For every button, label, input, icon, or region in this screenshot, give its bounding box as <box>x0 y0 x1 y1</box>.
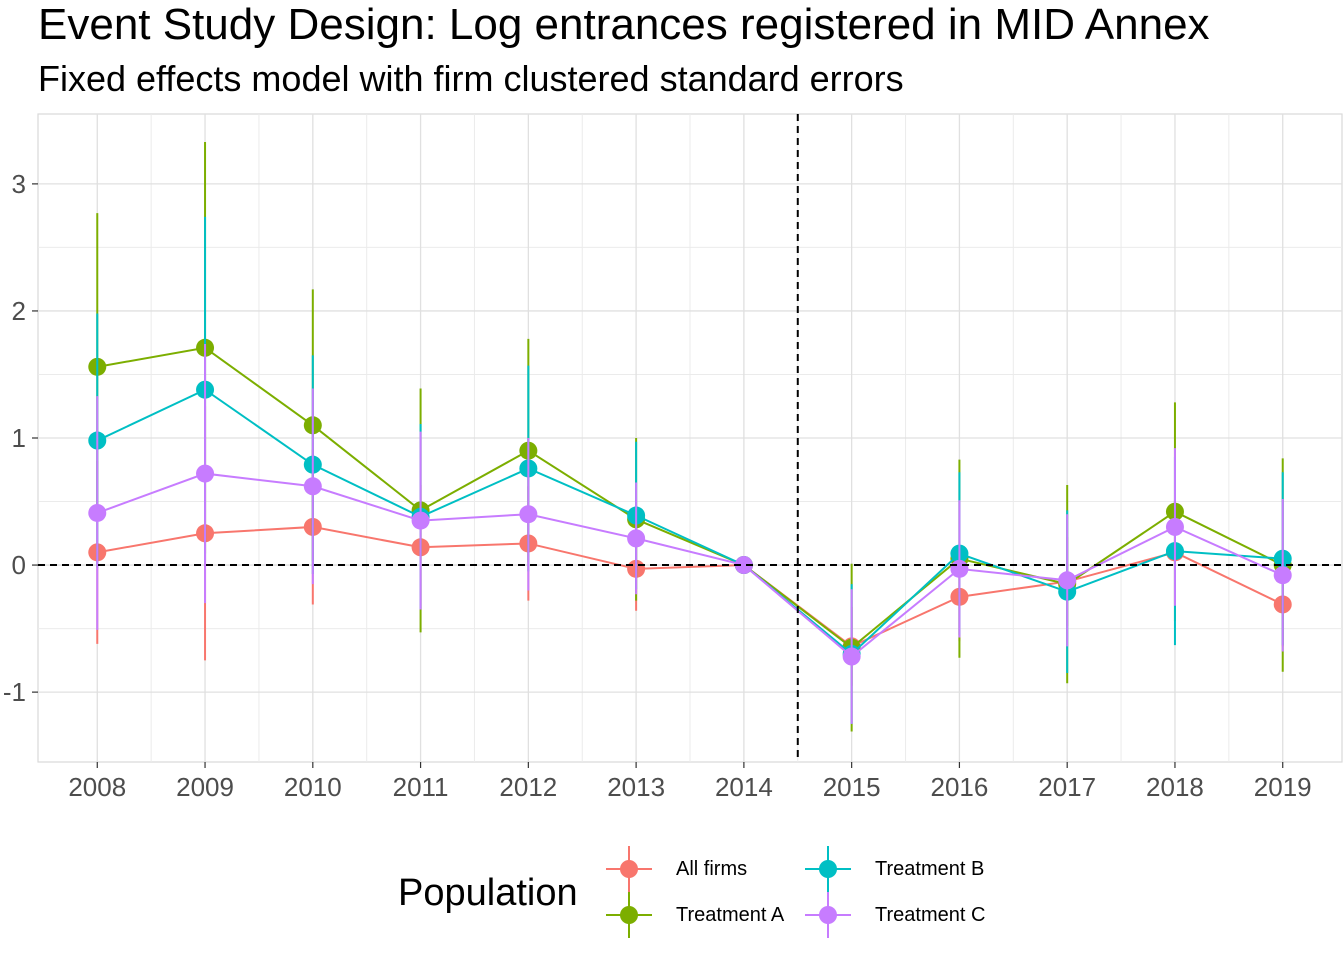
legend-title: Population <box>398 872 578 914</box>
legend-key-treatment-a <box>606 892 652 938</box>
legend-label-treatment-b: Treatment B <box>875 858 985 880</box>
legend-key-point <box>819 860 837 878</box>
legend: Population All firms Treatment A Treatme… <box>398 842 1018 942</box>
y-tick-label: 0 <box>12 550 26 580</box>
legend-label-treatment-c: Treatment C <box>875 904 986 926</box>
x-tick-label: 2017 <box>1038 772 1096 802</box>
data-point-treatment-c <box>519 505 538 524</box>
x-tick-label: 2016 <box>930 772 988 802</box>
legend-item-treatment-b: Treatment B <box>805 846 1005 892</box>
x-tick-label: 2009 <box>176 772 234 802</box>
series-line-treatment-c <box>96 472 1284 658</box>
x-tick-label: 2014 <box>715 772 773 802</box>
x-tick-label: 2015 <box>823 772 881 802</box>
data-point-treatment-c <box>88 503 107 522</box>
data-point-treatment-c <box>842 647 861 666</box>
legend-key-treatment-c <box>805 892 851 938</box>
data-point-treatment-c <box>1058 571 1077 590</box>
legend-label-treatment-a: Treatment A <box>676 904 785 926</box>
data-point-treatment-c <box>627 529 646 548</box>
legend-item-treatment-c: Treatment C <box>805 892 1005 938</box>
data-point-treatment-c <box>411 511 430 530</box>
data-point-treatment-c <box>1165 517 1184 536</box>
chart-title: Event Study Design: Log entrances regist… <box>38 0 1210 49</box>
legend-key-all-firms <box>606 846 652 892</box>
data-point-treatment-c <box>1273 566 1292 585</box>
series-line-all-firms <box>97 525 1284 648</box>
y-tick-label: 3 <box>12 169 26 199</box>
legend-key-point <box>620 860 638 878</box>
legend-key-point <box>620 906 638 924</box>
data-point-treatment-c <box>303 477 322 496</box>
data-point-treatment-c <box>734 556 753 575</box>
legend-key-treatment-b <box>805 846 851 892</box>
y-tick-label: 1 <box>12 423 26 453</box>
legend-item-treatment-a: Treatment A <box>606 892 806 938</box>
event-study-chart: 2008 2009 2010 2011 2012 2013 2014 2015 2016 2017… <box>3 113 1343 802</box>
x-tick-label: 2010 <box>284 772 342 802</box>
legend-key-point <box>819 906 837 924</box>
x-tick-label: 2018 <box>1146 772 1204 802</box>
chart-subtitle: Fixed effects model with firm clustered … <box>38 58 904 99</box>
x-tick-label: 2019 <box>1254 772 1312 802</box>
x-tick-label: 2013 <box>607 772 665 802</box>
y-tick-label: -1 <box>3 677 26 707</box>
series-line-treatment-b <box>96 388 1283 656</box>
legend-item-all-firms: All firms <box>606 846 806 892</box>
x-tick-label: 2008 <box>68 772 126 802</box>
legend-label-all-firms: All firms <box>676 858 748 880</box>
data-point-treatment-c <box>950 559 969 578</box>
y-tick-label: 2 <box>12 296 26 326</box>
x-tick-label: 2011 <box>393 772 449 802</box>
x-tick-label: 2012 <box>499 772 557 802</box>
data-point-treatment-c <box>196 464 215 483</box>
